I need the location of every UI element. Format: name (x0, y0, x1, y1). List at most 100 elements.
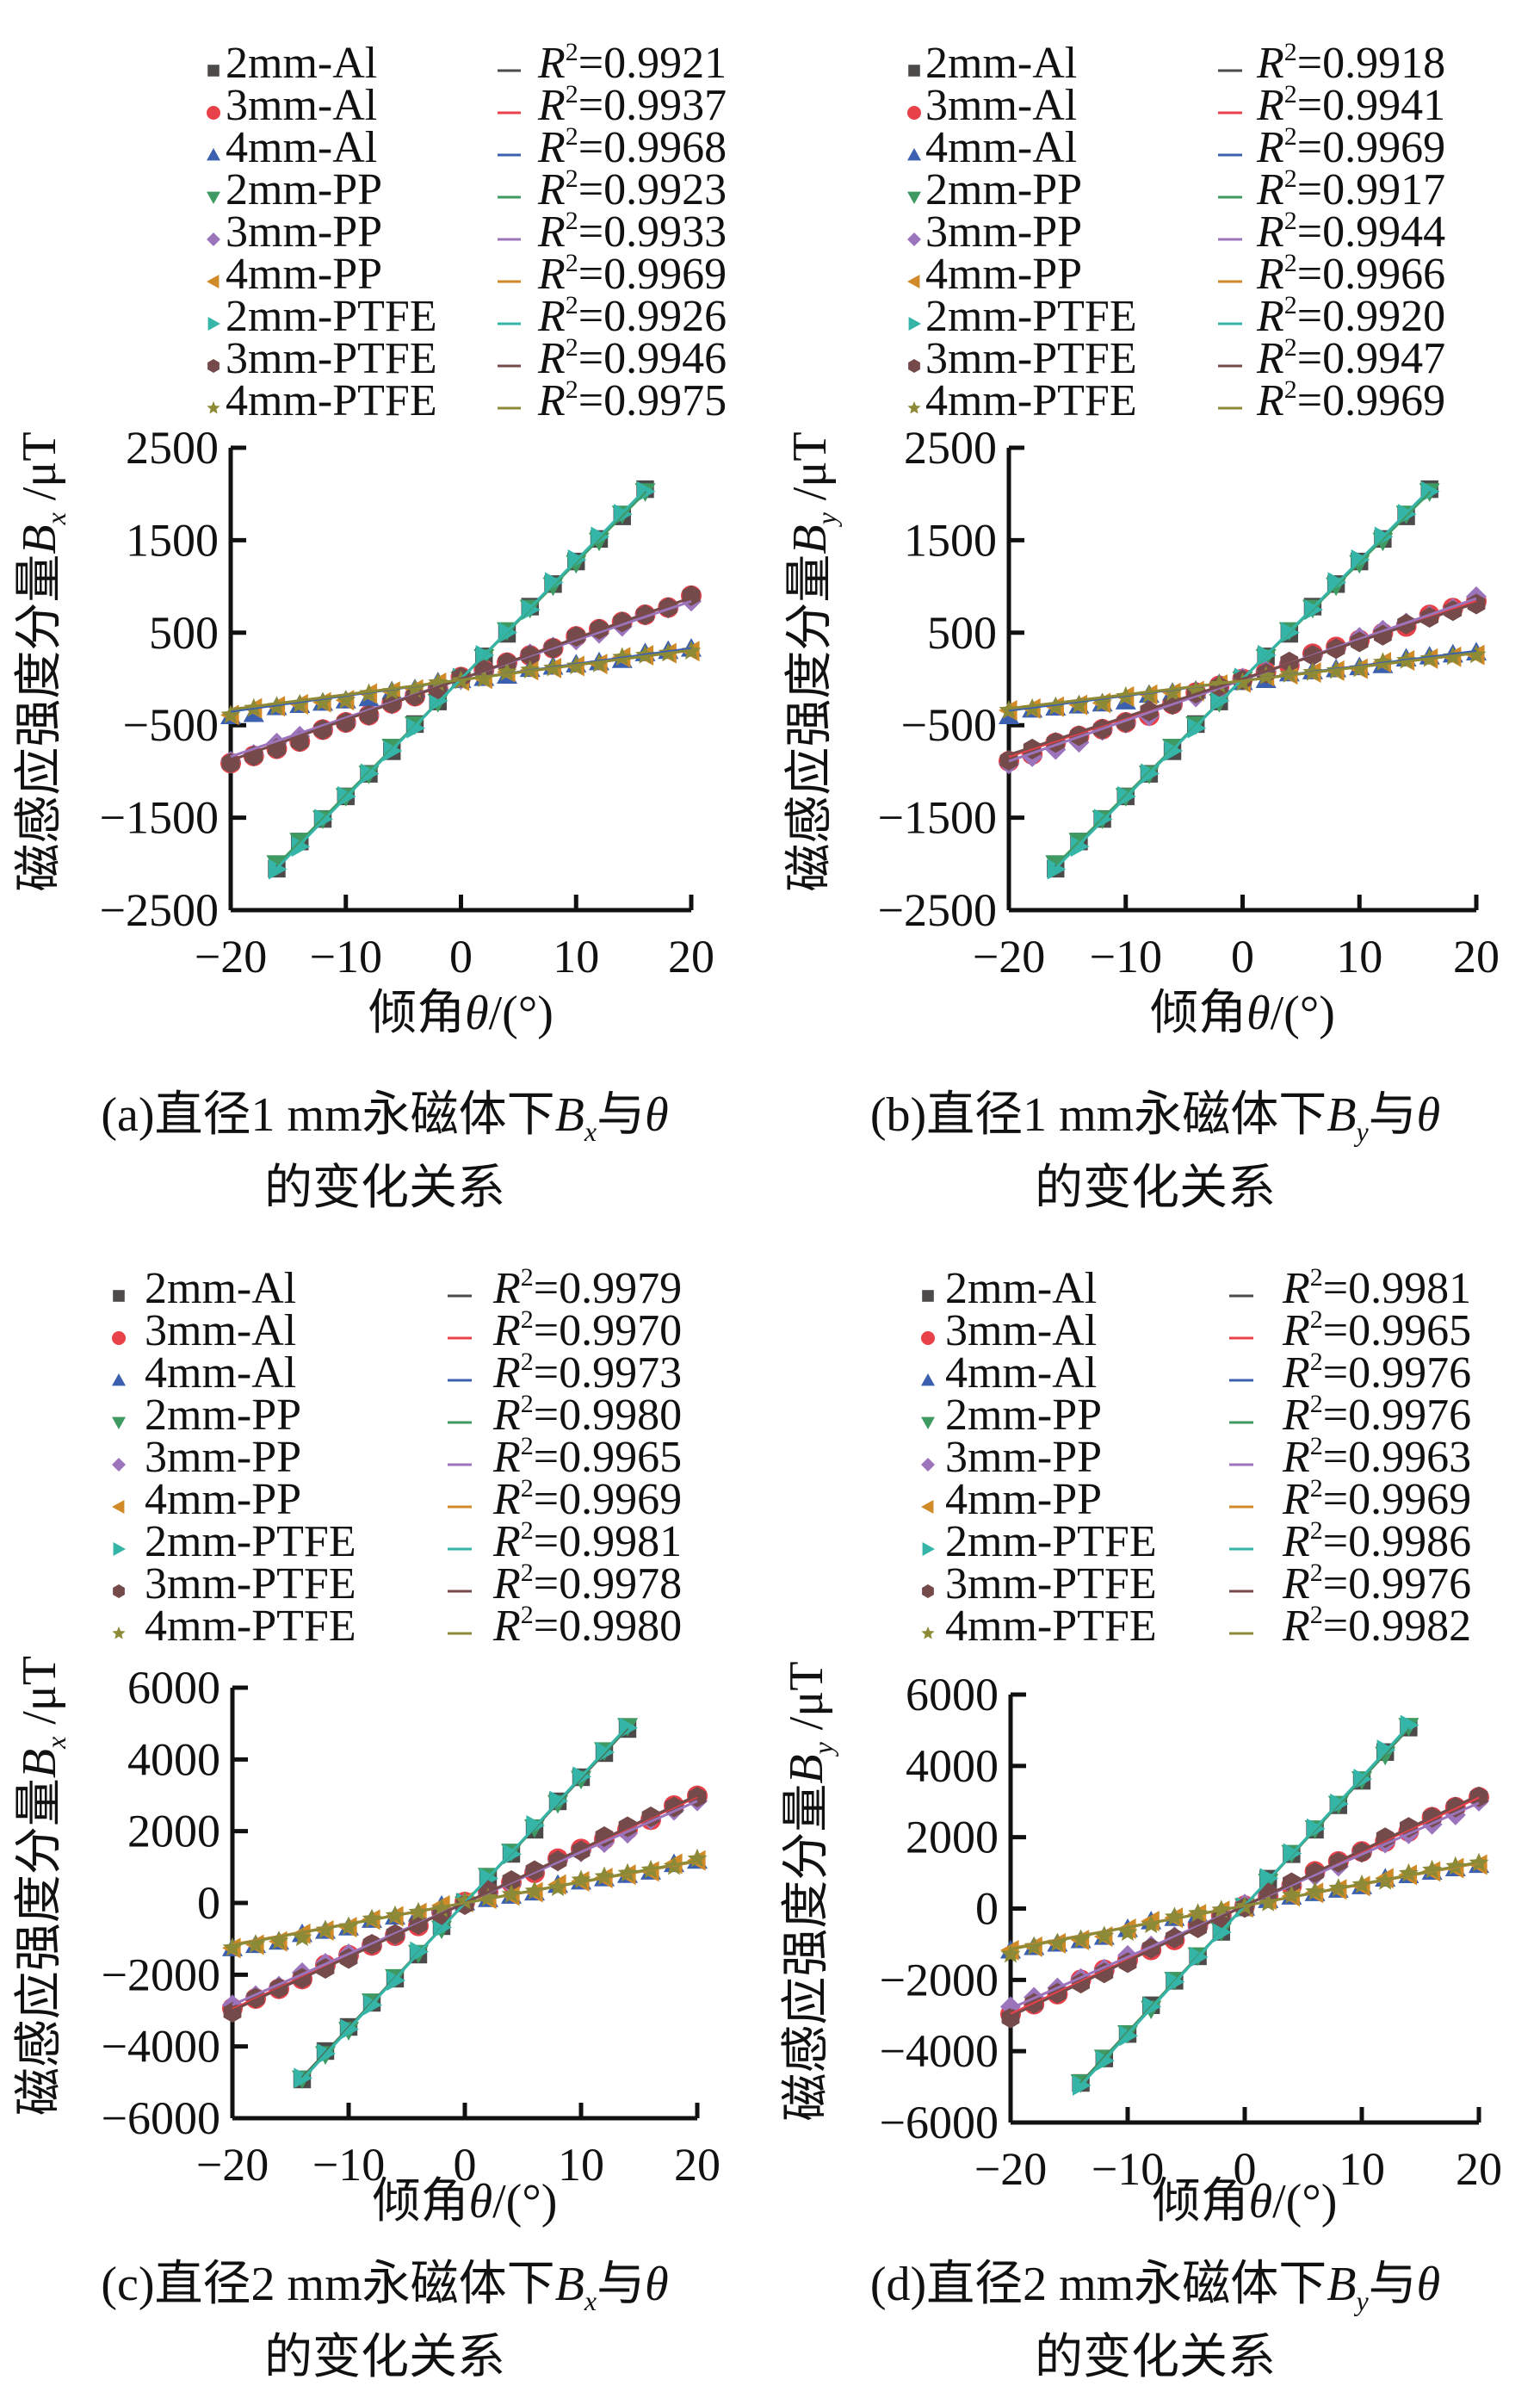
legend-r2: R2=0.9976 (1282, 1348, 1471, 1398)
data-point (682, 585, 701, 606)
y-axis-label: 磁感应强度分量Bx /μT (13, 1656, 71, 2116)
legend-entry-3mm-Al: 3mm-Al R2=0.9970 (112, 1305, 682, 1355)
x-tick-label: 10 (1339, 2143, 1385, 2195)
legend-entry-2mm-PTFE: 2mm-PTFE R2=0.9920 (908, 291, 1445, 341)
legend-label: 2mm-PTFE (226, 292, 437, 341)
legend-entry-2mm-PP: 2mm-PP R2=0.9976 (921, 1390, 1471, 1440)
y-tick-label: 1500 (126, 514, 219, 566)
legend-label: 2mm-Al (945, 1264, 1097, 1313)
legend-label: 3mm-PP (145, 1433, 301, 1482)
data-point (220, 704, 241, 724)
caption-c-var: B (554, 2258, 584, 2311)
legend-marker-triangle-left-icon (112, 1500, 125, 1514)
data-point (1279, 664, 1300, 683)
legend-r2: R2=0.9933 (537, 207, 727, 257)
data-point (681, 641, 702, 660)
legend-entry-4mm-Al: 4mm-Al R2=0.9976 (921, 1348, 1471, 1398)
legend-entry-2mm-Al: 2mm-Al R2=0.9918 (908, 38, 1445, 88)
legend-label: 2mm-PP (226, 165, 382, 214)
legend-r2: R2=0.9920 (1256, 291, 1445, 341)
data-point (245, 1934, 266, 1953)
caption-c-mid: 与 (597, 2258, 646, 2311)
y-tick-label: 500 (149, 607, 219, 659)
legend-label: 2mm-PP (945, 1391, 1102, 1440)
axes: −6000 −4000 −2000 0 2000 4000 6000 −20 −10 0 10 20 (880, 1669, 1502, 2195)
legend-r2: R2=0.9944 (1256, 207, 1445, 257)
legend-label: 2mm-PP (925, 165, 1082, 214)
legend-marker-square-icon (113, 1290, 125, 1302)
legend-r2: R2=0.9918 (1256, 38, 1445, 88)
chart-c: 2mm-Al R2=0.9979 3mm-Al R2=0.9970 4mm-Al R2=0… (13, 1263, 721, 2228)
data-point (289, 693, 310, 713)
data-point (503, 1844, 522, 1865)
legend-marker-triangle-up-icon (112, 1373, 126, 1386)
legend-label: 4mm-Al (925, 123, 1077, 172)
legend-label: 2mm-PTFE (925, 292, 1137, 341)
data-point (269, 1930, 289, 1949)
legend-entry-4mm-PP: 4mm-PP R2=0.9969 (921, 1474, 1471, 1524)
y-axis-label: 磁感应强度分量By /μT (783, 431, 842, 891)
legend-entry-3mm-PTFE: 3mm-PTFE R2=0.9946 (207, 333, 727, 383)
legend-marker-hexagon-icon (922, 1584, 934, 1598)
legend-label: 4mm-PTFE (145, 1602, 356, 1651)
data-point (520, 660, 541, 679)
x-tick-label: −10 (1090, 931, 1162, 982)
legend-r2: R2=0.9975 (537, 375, 727, 425)
legend: 2mm-Al R2=0.9979 3mm-Al R2=0.9970 4mm-Al R2=0… (112, 1263, 682, 1651)
legend-label: 4mm-PP (925, 250, 1082, 299)
legend-r2: R2=0.9947 (1256, 333, 1445, 383)
data-point (478, 1887, 498, 1906)
legend-label: 4mm-PP (145, 1475, 301, 1524)
legend-marker-triangle-right-icon (922, 1542, 935, 1556)
data-point (1187, 717, 1207, 739)
legend-marker-triangle-down-icon (907, 191, 921, 204)
legend-r2: R2=0.9966 (1256, 249, 1445, 299)
legend-entry-4mm-Al: 4mm-Al R2=0.9969 (907, 122, 1445, 172)
legend-r2: R2=0.9941 (1256, 80, 1445, 130)
data-point (659, 597, 677, 618)
fit-line-4mm-PTFE (1008, 651, 1477, 710)
data-point (1070, 836, 1090, 858)
data-point (336, 690, 356, 709)
caption-b-line2: 的变化关系 (1035, 1162, 1276, 1216)
data-point (362, 1908, 382, 1928)
x-axis-label: 倾角θ/(°) (1153, 2175, 1338, 2228)
legend-r2: R2=0.9976 (1282, 1390, 1471, 1440)
legend-marker-triangle-down-icon (207, 191, 220, 204)
data-point (1469, 1852, 1489, 1872)
data-point (383, 741, 403, 762)
legend-entry-2mm-Al: 2mm-Al R2=0.9981 (922, 1263, 1471, 1313)
legend-r2: R2=0.9982 (1282, 1601, 1471, 1651)
y-axis-label: 磁感应强度分量Bx /μT (13, 431, 71, 891)
legend-entry-2mm-Al: 2mm-Al R2=0.9979 (113, 1263, 682, 1313)
data-point (268, 858, 288, 880)
y-axis-label: 磁感应强度分量By /μT (780, 1661, 838, 2121)
data-point (387, 1970, 405, 1991)
legend-label: 3mm-PTFE (145, 1559, 356, 1608)
legend-label: 2mm-Al (226, 39, 377, 88)
caption-a: (a)直径1 mm永磁体下Bx与θ 的变化关系 (0, 1087, 770, 1217)
legend-marker-hexagon-icon (113, 1584, 125, 1598)
plot-area (220, 480, 702, 880)
plot-area (1000, 1714, 1489, 2096)
legend-entry-3mm-PP: 3mm-PP R2=0.9944 (907, 207, 1445, 257)
caption-a-prefix: (a)直径1 mm永磁体下 (101, 1088, 555, 1142)
legend-entry-4mm-PTFE: 4mm-PTFE R2=0.9975 (207, 375, 727, 425)
y-tick-label: −6000 (880, 2097, 999, 2148)
plot-area (222, 1717, 708, 2090)
caption-d: (d)直径2 mm永磁体下By与θ 的变化关系 (770, 2256, 1540, 2386)
x-tick-label: 20 (1453, 931, 1500, 982)
legend-label: 3mm-PP (226, 208, 382, 257)
x-tick-label: −10 (310, 931, 382, 982)
x-tick-label: 0 (454, 2139, 477, 2191)
legend-r2: R2=0.9979 (492, 1263, 682, 1313)
data-point (1280, 651, 1299, 672)
data-point (406, 717, 425, 739)
legend-entry-3mm-Al: 3mm-Al R2=0.9937 (207, 80, 727, 130)
caption-d-var: B (1327, 2258, 1357, 2311)
legend-marker-triangle-down-icon (921, 1416, 935, 1429)
y-tick-label: 4000 (127, 1733, 220, 1785)
legend-entry-4mm-PTFE: 4mm-PTFE R2=0.9969 (907, 375, 1445, 425)
legend-label: 3mm-Al (945, 1306, 1097, 1355)
panel-b: 2mm-Al R2=0.9918 3mm-Al R2=0.9941 4mm-Al R2=0… (770, 0, 1540, 1215)
